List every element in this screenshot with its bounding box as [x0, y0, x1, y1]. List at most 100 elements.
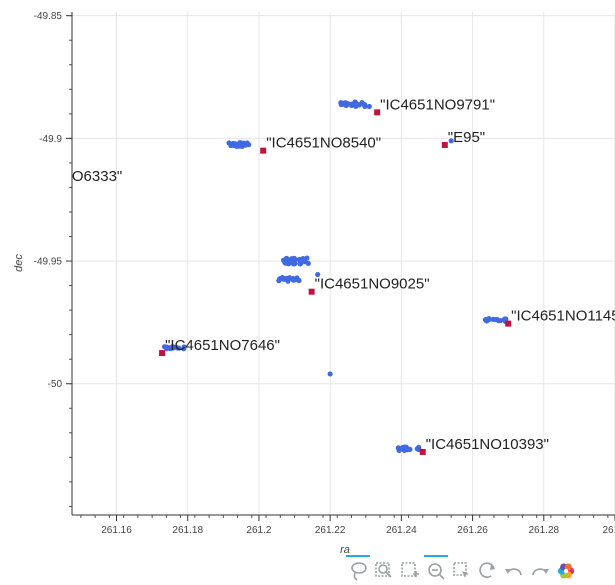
box-zoom-tool[interactable]	[375, 562, 392, 578]
y-tick-label: -49.9	[39, 134, 62, 145]
member-point[interactable]	[327, 371, 333, 377]
tap-box	[453, 562, 467, 576]
point-labels: "IC4651NO9791" "E95" "IC4651NO8540" "IC4651…	[7, 96, 615, 453]
redo-tool[interactable]	[532, 568, 549, 576]
cluster-center-marker[interactable]	[159, 350, 166, 357]
x-tick-label: 261.2	[246, 525, 271, 536]
cluster-center-marker[interactable]	[505, 320, 512, 327]
undo-tool[interactable]	[505, 568, 522, 576]
lasso-loop	[351, 562, 367, 574]
x-tick-label: 261.24	[386, 525, 417, 536]
undo-icon	[505, 568, 522, 576]
wheel-zoom-icon	[428, 563, 445, 580]
member-point[interactable]	[414, 446, 420, 452]
wheel-lens	[428, 563, 442, 577]
cluster-center-marker[interactable]	[374, 109, 381, 116]
select-plus	[413, 571, 419, 577]
member-point[interactable]	[174, 345, 180, 351]
bokeh-logo-icon	[557, 563, 575, 579]
member-point[interactable]	[228, 142, 234, 149]
y-axis-title: dec	[13, 254, 25, 272]
redo-icon	[532, 568, 549, 576]
lasso-select-tool[interactable]	[346, 555, 370, 581]
cluster-center-marker[interactable]	[260, 147, 267, 154]
member-point[interactable]	[244, 140, 250, 146]
x-tick-label: 261.22	[315, 525, 346, 536]
member-point[interactable]	[498, 317, 504, 324]
axes	[66, 12, 615, 521]
reset-tool[interactable]	[479, 562, 495, 578]
member-point[interactable]	[170, 345, 176, 351]
zoom-box	[375, 562, 390, 577]
x-tick-label: 261.28	[528, 525, 559, 536]
y-tick-label: -49.85	[34, 11, 63, 22]
x-tick-label: 261.16	[101, 525, 132, 536]
member-point[interactable]	[486, 315, 492, 322]
tap-select-icon	[453, 562, 469, 578]
x-tick-label: 261.26	[457, 525, 488, 536]
member-point[interactable]	[238, 140, 244, 146]
redo-arrow	[544, 569, 549, 574]
lasso-tail	[353, 572, 358, 581]
cluster-label: "IC4651NO7646"	[165, 337, 280, 354]
data-marks[interactable]	[1, 99, 512, 455]
member-point[interactable]	[291, 261, 297, 267]
wheel-zoom-tool[interactable]	[424, 555, 448, 580]
cluster-label: "IC4651NO10393"	[426, 436, 549, 453]
member-point[interactable]	[338, 101, 344, 108]
logo-center	[563, 568, 569, 574]
member-point[interactable]	[501, 316, 508, 322]
member-point[interactable]	[355, 102, 361, 108]
member-point[interactable]	[305, 260, 311, 266]
member-point[interactable]	[396, 447, 402, 453]
toolbar	[346, 555, 575, 581]
member-point[interactable]	[448, 138, 454, 144]
member-point[interactable]	[315, 271, 321, 278]
select-box	[401, 562, 416, 577]
y-tick-label: -50	[48, 379, 63, 390]
cluster-label: "IC4651NO11456"	[511, 308, 615, 325]
bokeh-logo[interactable]	[557, 563, 575, 579]
cluster-label: "IC4651NO6333"	[7, 168, 122, 185]
box-select-icon	[401, 562, 419, 577]
cluster-center-marker[interactable]	[441, 141, 448, 148]
member-point[interactable]	[281, 276, 287, 282]
member-point[interactable]	[233, 142, 240, 148]
cluster-center-marker[interactable]	[419, 448, 426, 455]
member-point[interactable]	[403, 444, 409, 450]
cluster-label: "E95"	[448, 129, 485, 146]
tap-select-tool[interactable]	[453, 562, 469, 578]
member-point[interactable]	[181, 344, 187, 350]
member-point[interactable]	[299, 258, 305, 264]
member-point[interactable]	[293, 276, 299, 283]
x-axis-title: ra	[340, 544, 350, 556]
box-zoom-icon	[375, 562, 392, 578]
reset-arrow	[490, 565, 495, 570]
member-point[interactable]	[344, 100, 350, 106]
member-point[interactable]	[286, 261, 292, 267]
wheel-handle	[438, 573, 445, 580]
y-tick-label: -49.95	[34, 257, 63, 268]
zoom-handle	[385, 571, 392, 578]
cluster-label: "IC4651NO9791"	[380, 96, 495, 113]
box-select-tool[interactable]	[401, 562, 419, 577]
member-point[interactable]	[289, 256, 295, 262]
x-tick-label: 261.18	[172, 525, 203, 536]
cluster-label: "IC4651NO9025"	[315, 276, 430, 293]
tap-cursor	[462, 571, 469, 578]
member-point[interactable]	[366, 103, 372, 110]
cluster-center-marker[interactable]	[308, 288, 315, 295]
member-point[interactable]	[304, 255, 310, 261]
lasso-icon	[351, 562, 367, 581]
member-point[interactable]	[161, 344, 168, 350]
reset-arc	[479, 562, 495, 578]
reset-icon	[479, 562, 495, 578]
zoom-lens	[378, 564, 388, 574]
cluster-label: "IC4651NO8540"	[266, 135, 381, 152]
tick-labels: 261.16 261.18 261.2 261.22 261.24 261.26 261.2…	[34, 11, 615, 536]
undo-arrow	[505, 569, 510, 574]
member-point[interactable]	[362, 102, 368, 108]
x-tick-label: 261.3	[602, 525, 615, 536]
